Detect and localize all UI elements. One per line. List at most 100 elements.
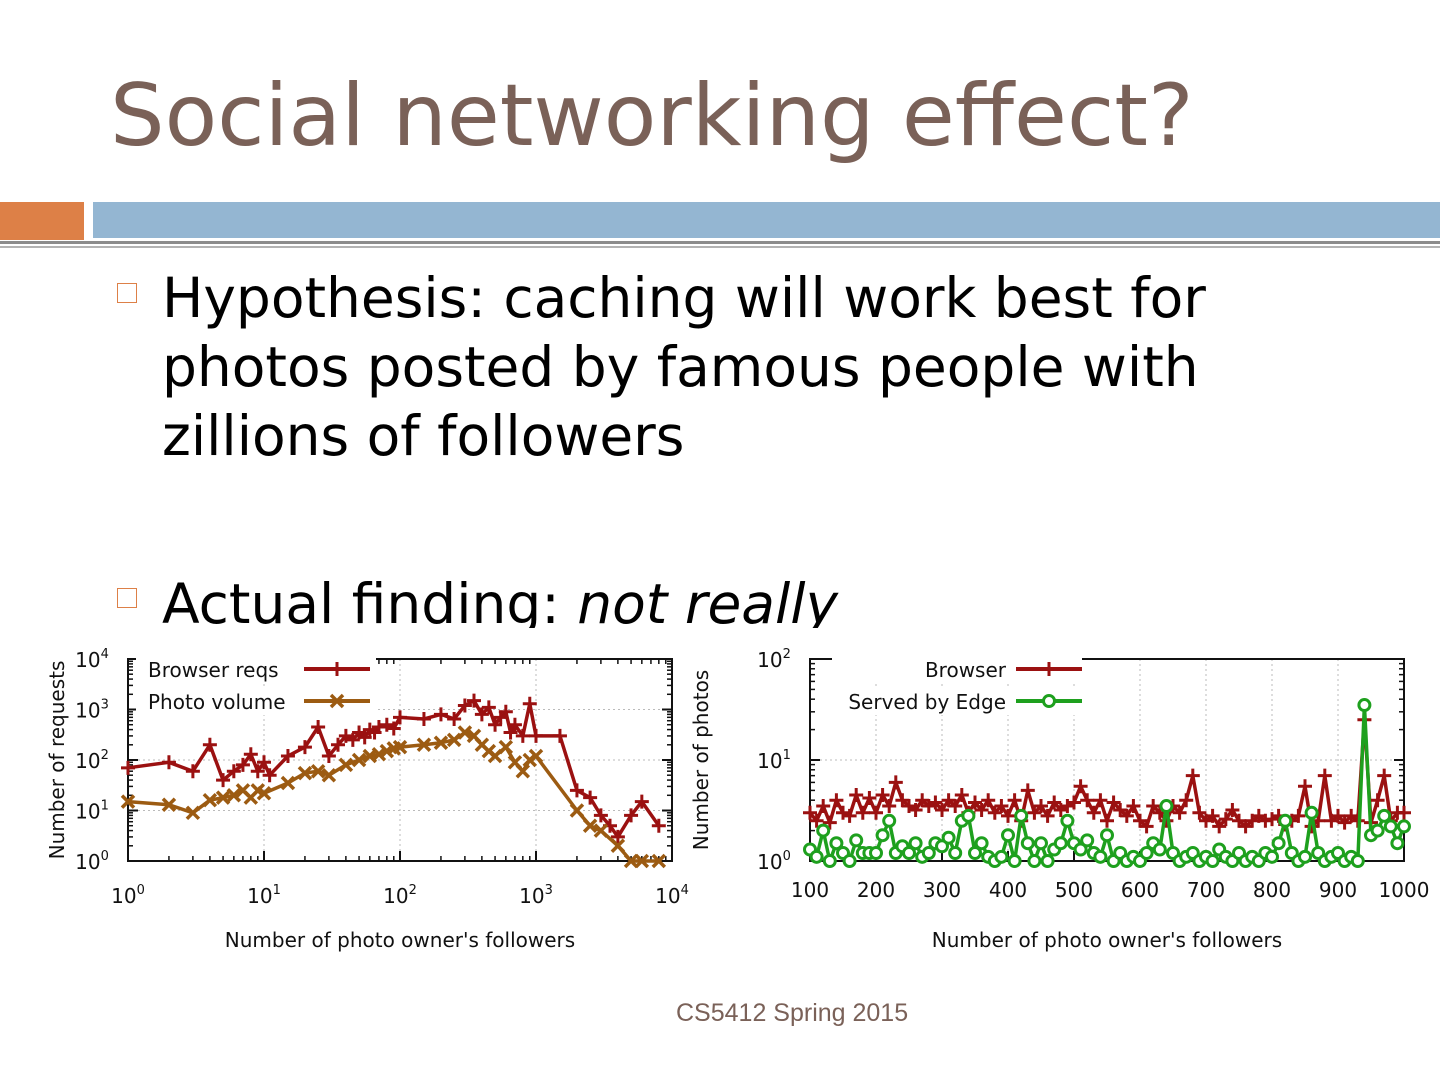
data-point (849, 833, 864, 848)
data-point (1020, 783, 1035, 798)
data-point (457, 698, 472, 713)
data-point (1179, 793, 1194, 808)
data-point (250, 764, 265, 779)
finding-emphasis: not really (577, 572, 839, 636)
data-point (338, 757, 354, 773)
data-point (202, 792, 218, 808)
data-point (1027, 854, 1042, 868)
x-axis-label: Number of photo owner's followers (225, 928, 575, 952)
data-point (1106, 795, 1121, 810)
bullet-line: zillions of followers (162, 404, 685, 468)
data-point (908, 802, 923, 817)
data-point (994, 849, 1009, 864)
data-point (902, 846, 916, 861)
data-point (121, 760, 135, 775)
legend-label: Served by Edge (848, 690, 1006, 714)
data-point (593, 823, 609, 838)
data-point (1298, 779, 1312, 794)
x-tick-label: 1000 (1379, 878, 1430, 902)
data-point (1265, 812, 1279, 827)
legend-marker (1042, 694, 1056, 708)
bullet-line: photos posted by famous people with (162, 335, 1199, 399)
data-point (202, 737, 217, 752)
x-axis-label: Number of photo owner's followers (932, 928, 1282, 952)
data-point (1139, 819, 1154, 834)
data-point (1357, 698, 1372, 713)
data-point (280, 775, 296, 791)
x-tick-label: 100 (111, 883, 145, 908)
series-line (127, 698, 661, 839)
data-point (994, 799, 1009, 814)
accent-orange-block (0, 202, 84, 240)
data-point (968, 846, 982, 861)
data-point (433, 707, 448, 722)
data-point (651, 853, 667, 869)
series-served-by-edge (803, 698, 1411, 868)
data-point (215, 790, 231, 805)
y-tick-label: 104 (75, 647, 109, 672)
data-point (357, 730, 372, 745)
data-point (1192, 805, 1207, 820)
data-point (987, 805, 1002, 820)
data-point (522, 696, 537, 711)
data-point (855, 805, 870, 820)
data-point (392, 739, 408, 755)
data-point (185, 764, 200, 779)
data-point (981, 793, 996, 808)
data-point (1126, 799, 1141, 814)
slide-title: Social networking effect? (110, 66, 1194, 166)
data-point (882, 799, 897, 814)
data-point (1014, 808, 1029, 823)
data-point (849, 788, 864, 803)
data-point (216, 773, 231, 788)
data-point (1007, 793, 1022, 808)
data-point (921, 846, 936, 861)
data-point (1020, 836, 1035, 851)
data-point (1278, 813, 1293, 828)
bullet-finding: Actual finding: not really (162, 570, 838, 639)
data-point (311, 720, 326, 735)
y-tick-label: 101 (75, 799, 109, 824)
data-point (593, 808, 608, 823)
data-point (529, 728, 543, 743)
data-point (869, 805, 883, 820)
data-point (1258, 813, 1273, 828)
legend-label: Photo volume (148, 690, 286, 714)
data-point (1080, 793, 1095, 808)
y-axis-label: Number of photos (689, 670, 713, 850)
data-point (1225, 802, 1240, 817)
data-point (1139, 846, 1154, 861)
data-point (623, 853, 639, 869)
data-point (1159, 799, 1174, 814)
x-tick-label: 103 (519, 883, 553, 908)
data-point (1291, 808, 1306, 823)
data-point (393, 710, 407, 725)
data-point (583, 790, 598, 805)
finding-label: Actual finding: (162, 572, 578, 636)
x-tick-label: 900 (1319, 878, 1357, 902)
data-point (968, 795, 982, 810)
data-point (1337, 815, 1352, 830)
data-point (634, 853, 650, 869)
data-point (888, 775, 903, 790)
series-browser (803, 712, 1411, 834)
data-point (1086, 805, 1101, 820)
data-point (1001, 808, 1015, 823)
data-point (498, 704, 513, 719)
data-point (416, 711, 431, 726)
bullet-line: Hypothesis: caching will work best for (162, 266, 1206, 330)
bullet-square-icon (117, 283, 137, 303)
data-point (1350, 854, 1365, 868)
data-point (908, 836, 923, 851)
data-point (822, 854, 837, 868)
data-point (297, 765, 313, 781)
data-point (488, 717, 503, 732)
data-point (351, 752, 367, 768)
data-point (1146, 799, 1161, 814)
data-point (416, 737, 432, 753)
legend-label: Browser reqs (148, 658, 279, 682)
data-point (948, 799, 963, 814)
data-point (610, 829, 625, 844)
data-point (481, 700, 496, 715)
data-point (457, 725, 473, 740)
